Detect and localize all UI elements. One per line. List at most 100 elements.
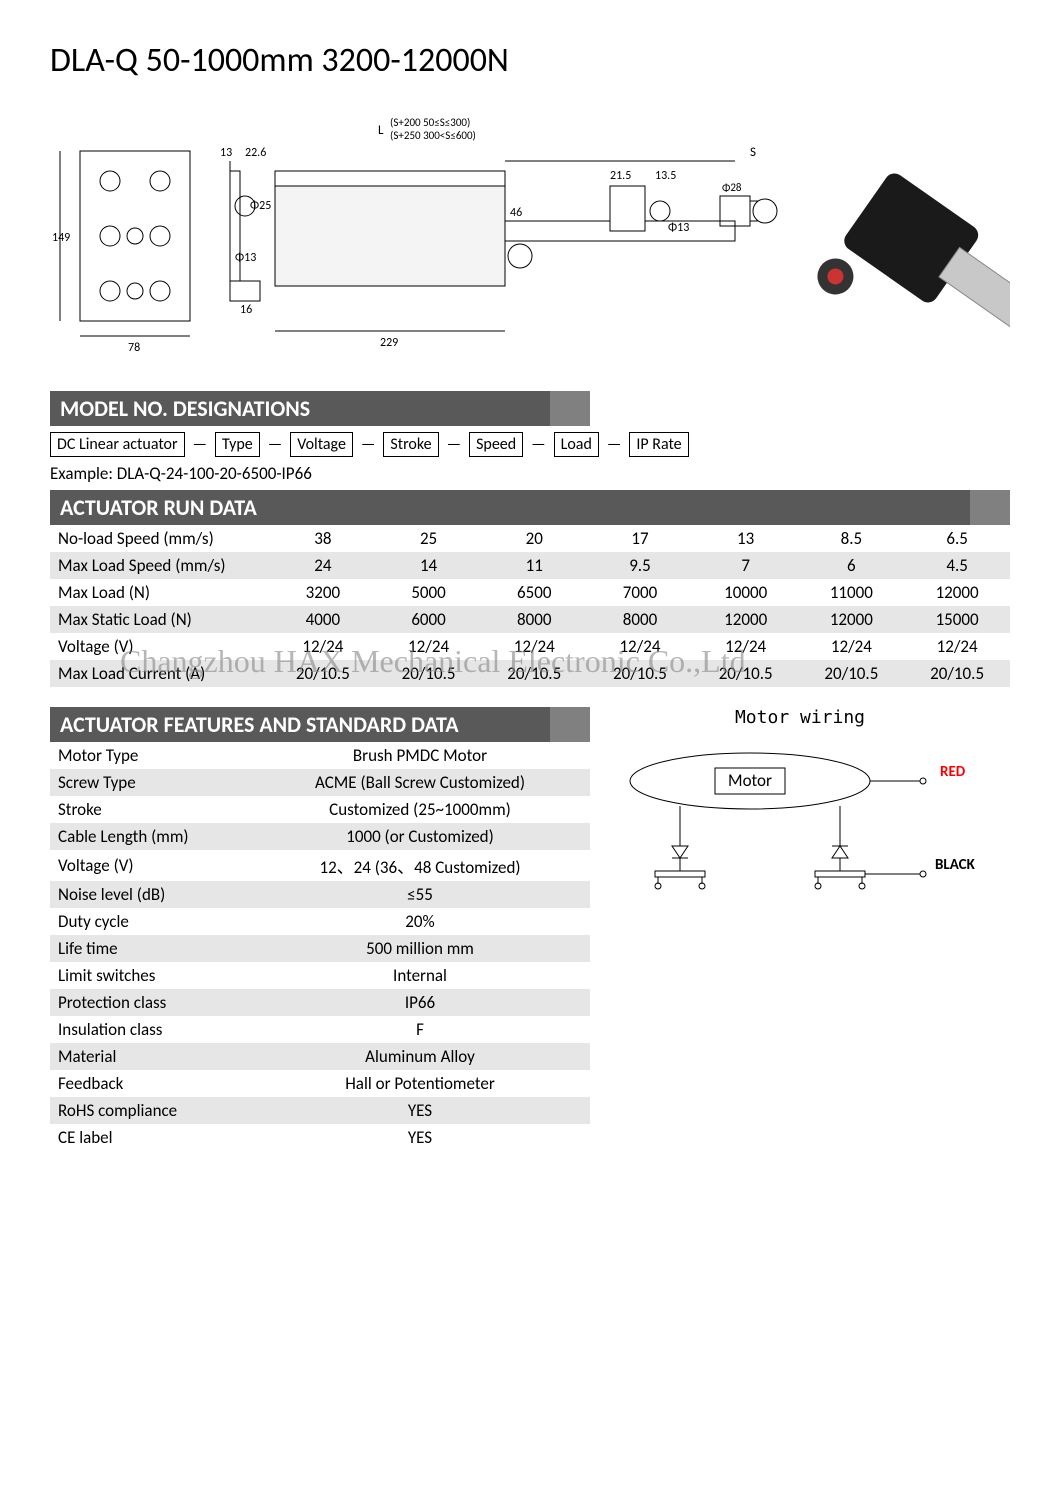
dim-label: Φ28 [722, 181, 742, 194]
run-cell: 12/24 [693, 633, 799, 660]
run-cell: 6500 [481, 579, 587, 606]
run-cell: 4000 [270, 606, 376, 633]
run-cell: 15000 [904, 606, 1010, 633]
run-cell: 12/24 [904, 633, 1010, 660]
feature-value: IP66 [250, 989, 590, 1016]
feature-value: ≤55 [250, 881, 590, 908]
feature-value: F [250, 1016, 590, 1043]
feature-key: Noise level (dB) [50, 881, 250, 908]
run-cell: 10000 [693, 579, 799, 606]
run-cell: 8000 [481, 606, 587, 633]
feature-value: Hall or Potentiometer [250, 1070, 590, 1097]
black-label: BLACK [935, 856, 976, 874]
motor-label: Motor [728, 770, 772, 791]
model-example: Example: DLA-Q-24-100-20-6500-IP66 [50, 463, 1010, 484]
page-title: DLA-Q 50-1000mm 3200-12000N [50, 40, 1010, 81]
run-row-label: Max Load Current (A) [50, 660, 270, 687]
run-cell: 12000 [799, 606, 905, 633]
run-cell: 12/24 [799, 633, 905, 660]
run-cell: 7 [693, 552, 799, 579]
run-cell: 13 [693, 525, 799, 552]
run-data-table: No-load Speed (mm/s)38252017138.56.5Max … [50, 525, 1010, 687]
feature-value: Customized (25~1000mm) [250, 796, 590, 823]
red-label: RED [940, 763, 966, 781]
feature-key: RoHS compliance [50, 1097, 250, 1124]
dim-label: 16 [240, 303, 252, 317]
run-cell: 14 [376, 552, 482, 579]
run-cell: 12000 [904, 579, 1010, 606]
run-cell: 20/10.5 [587, 660, 693, 687]
dim-label: 22.6 [245, 146, 266, 160]
dim-S: S [750, 145, 756, 160]
model-part: IP Rate [629, 432, 688, 457]
feature-key: Screw Type [50, 769, 250, 796]
dim-label: 149 [52, 231, 70, 245]
run-row-label: Max Load (N) [50, 579, 270, 606]
run-cell: 12/24 [587, 633, 693, 660]
dim-note: (S+250 300<S≤600) [390, 129, 476, 142]
run-cell: 25 [376, 525, 482, 552]
run-row-label: Voltage (V) [50, 633, 270, 660]
run-cell: 5000 [376, 579, 482, 606]
run-cell: 9.5 [587, 552, 693, 579]
feature-key: Life time [50, 935, 250, 962]
feature-value: Aluminum Alloy [250, 1043, 590, 1070]
section-header-features: ACTUATOR FEATURES AND STANDARD DATA [50, 707, 590, 742]
feature-key: CE label [50, 1124, 250, 1151]
feature-value: 12、24 (36、48 Customized) [250, 850, 590, 881]
dim-label: 13.5 [655, 169, 676, 183]
dim-label: 21.5 [610, 169, 631, 183]
feature-key: Insulation class [50, 1016, 250, 1043]
model-part: Type [215, 432, 260, 457]
model-part: DC Linear actuator [50, 432, 185, 457]
feature-key: Cable Length (mm) [50, 823, 250, 850]
dim-label: Φ25 [250, 199, 271, 213]
dim-label: 78 [128, 341, 140, 355]
run-cell: 20/10.5 [799, 660, 905, 687]
feature-key: Protection class [50, 989, 250, 1016]
run-row-label: Max Static Load (N) [50, 606, 270, 633]
dim-label: 46 [510, 206, 522, 220]
feature-key: Motor Type [50, 742, 250, 769]
run-cell: 11 [481, 552, 587, 579]
run-cell: 3200 [270, 579, 376, 606]
run-cell: 6.5 [904, 525, 1010, 552]
run-row-label: Max Load Speed (mm/s) [50, 552, 270, 579]
wiring-title: Motor wiring [620, 707, 980, 728]
wiring-diagram: Motor wiring Motor RED [620, 707, 980, 896]
run-cell: 8000 [587, 606, 693, 633]
feature-value: Brush PMDC Motor [250, 742, 590, 769]
dim-label: Φ13 [668, 221, 689, 235]
feature-key: Material [50, 1043, 250, 1070]
model-part: Load [554, 432, 599, 457]
run-cell: 7000 [587, 579, 693, 606]
section-header-run: ACTUATOR RUN DATA [50, 490, 1010, 525]
run-row-label: No-load Speed (mm/s) [50, 525, 270, 552]
model-part: Stroke [383, 432, 438, 457]
feature-key: Stroke [50, 796, 250, 823]
run-cell: 20/10.5 [693, 660, 799, 687]
feature-value: YES [250, 1124, 590, 1151]
features-table: Motor TypeBrush PMDC MotorScrew TypeACME… [50, 742, 590, 1151]
run-cell: 6 [799, 552, 905, 579]
technical-drawing: 149 78 13 22.6 Φ25 Φ13 16 229 46 ( [50, 101, 1010, 381]
model-part: Voltage [290, 432, 353, 457]
feature-value: ACME (Ball Screw Customized) [250, 769, 590, 796]
run-cell: 6000 [376, 606, 482, 633]
dim-label: 229 [380, 336, 398, 350]
dim-label: 13 [220, 146, 232, 160]
run-cell: 20/10.5 [376, 660, 482, 687]
feature-key: Duty cycle [50, 908, 250, 935]
run-cell: 11000 [799, 579, 905, 606]
feature-key: Voltage (V) [50, 850, 250, 881]
feature-value: 20% [250, 908, 590, 935]
feature-key: Feedback [50, 1070, 250, 1097]
run-cell: 4.5 [904, 552, 1010, 579]
run-cell: 20/10.5 [904, 660, 1010, 687]
feature-value: Internal [250, 962, 590, 989]
feature-value: 1000 (or Customized) [250, 823, 590, 850]
run-cell: 20 [481, 525, 587, 552]
run-cell: 17 [587, 525, 693, 552]
run-cell: 20/10.5 [481, 660, 587, 687]
run-cell: 12/24 [481, 633, 587, 660]
